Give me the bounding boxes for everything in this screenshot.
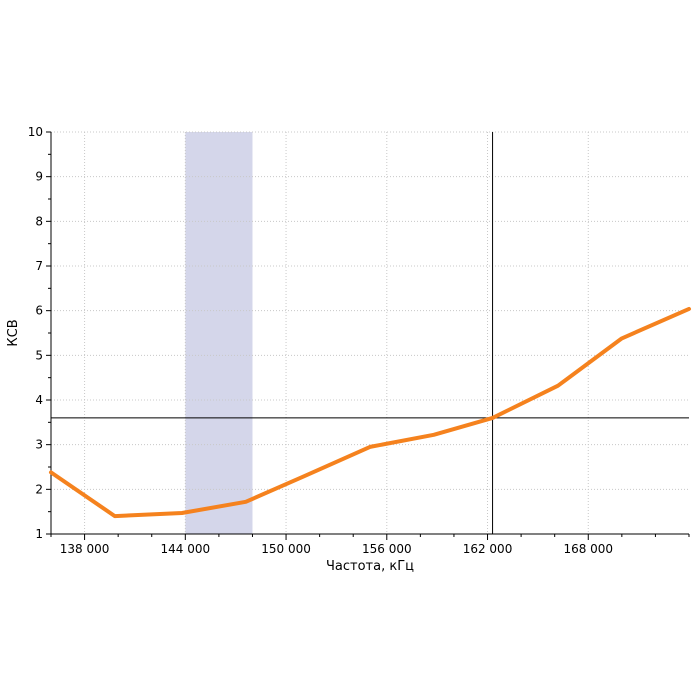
series-layer: [49, 306, 691, 519]
y-axis-label: КСВ: [6, 319, 21, 346]
x-ticks: 138 000 144 000 150 000 156 000 162 000 168 0…: [50, 534, 690, 556]
plot-background: [51, 132, 689, 534]
x-axis-label: Частота, кГц: [326, 559, 414, 574]
y-tick-label: 7: [35, 259, 43, 273]
y-tick-label: 3: [35, 438, 43, 452]
x-tick-label: 150 000: [261, 542, 311, 556]
y-tick-label: 4: [35, 393, 43, 407]
y-tick-label: 5: [35, 348, 43, 362]
grid: [51, 131, 689, 534]
y-ticks: 1 2 3 4 5 6 7 8 9 10: [28, 125, 51, 541]
x-tick-label: 144 000: [161, 542, 211, 556]
x-tick-label: 162 000: [463, 542, 513, 556]
x-tick-label: 138 000: [60, 542, 110, 556]
y-tick-label: 6: [35, 304, 43, 318]
x-tick-label: 168 000: [563, 542, 613, 556]
y-tick-label: 9: [35, 170, 43, 184]
y-tick-label: 8: [35, 214, 43, 228]
y-tick-label: 1: [35, 527, 43, 541]
y-tick-label: 2: [35, 482, 43, 496]
y-tick-label: 10: [28, 125, 43, 139]
x-tick-label: 156 000: [362, 542, 412, 556]
highlight-band: [185, 132, 253, 534]
